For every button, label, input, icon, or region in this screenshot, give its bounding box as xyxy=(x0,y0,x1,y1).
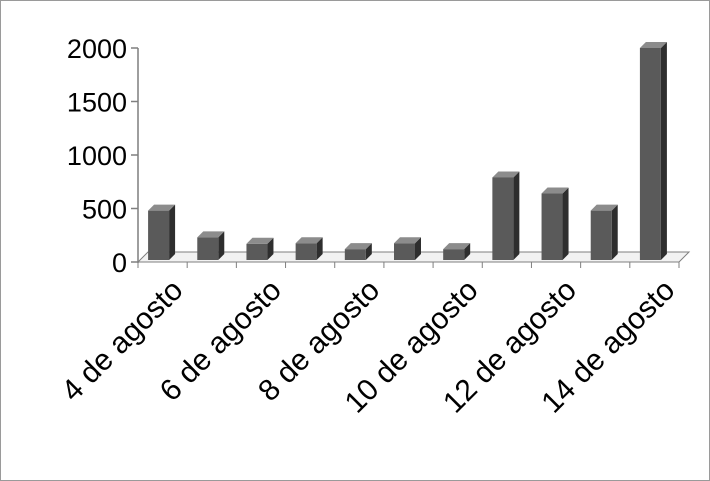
bar xyxy=(295,237,323,260)
bar-top xyxy=(394,237,421,244)
bar xyxy=(443,243,471,260)
bar-top xyxy=(541,187,569,194)
bar-top xyxy=(639,42,667,48)
y-tick-label: 2000 xyxy=(67,34,127,64)
bar-side xyxy=(316,237,323,260)
bar xyxy=(639,42,667,260)
bar-top xyxy=(197,231,225,238)
bar-top xyxy=(443,243,471,250)
bar-side xyxy=(562,187,569,260)
bars xyxy=(148,42,667,260)
y-tick-label: 500 xyxy=(82,195,127,225)
bar-side xyxy=(660,42,667,260)
y-tick-label: 1000 xyxy=(67,141,127,171)
bar-top xyxy=(344,243,372,250)
bar-side xyxy=(415,237,421,260)
bar-front xyxy=(541,193,563,260)
bar-front xyxy=(148,210,170,260)
bar-top xyxy=(246,237,274,244)
bar xyxy=(246,237,274,260)
bar-front xyxy=(344,249,366,260)
bar-front xyxy=(639,48,661,260)
bar-side xyxy=(611,204,618,260)
y-tick-label: 0 xyxy=(112,248,127,278)
bar-top xyxy=(492,171,520,178)
bar xyxy=(344,243,372,260)
y-tick-labels: 0 500 1000 1500 2000 xyxy=(67,34,127,278)
bar-front xyxy=(246,243,268,260)
bar-side xyxy=(169,204,176,260)
bar-front xyxy=(197,237,219,260)
bar-front xyxy=(590,210,612,260)
bar-top xyxy=(148,204,176,211)
bar-side xyxy=(267,237,274,260)
bar xyxy=(197,231,225,260)
bar xyxy=(492,171,520,260)
bar xyxy=(148,204,176,260)
bar-side xyxy=(464,243,471,260)
bar-top xyxy=(295,237,323,244)
bar-front xyxy=(492,177,514,260)
bar-side xyxy=(365,243,372,260)
bar-side xyxy=(218,231,225,260)
bar-side xyxy=(513,171,520,260)
y-tick-label: 1500 xyxy=(67,88,127,118)
chart-axes xyxy=(131,47,680,268)
bar xyxy=(394,237,421,260)
bar-top xyxy=(590,204,618,211)
bar xyxy=(590,204,618,260)
bar xyxy=(541,187,569,260)
bar-front xyxy=(443,249,465,260)
bar-front xyxy=(394,243,415,260)
bar-front xyxy=(295,243,317,260)
